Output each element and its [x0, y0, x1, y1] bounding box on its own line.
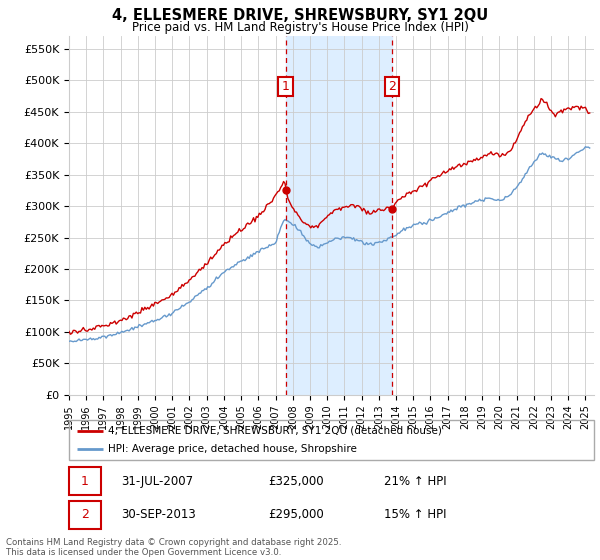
Text: Price paid vs. HM Land Registry's House Price Index (HPI): Price paid vs. HM Land Registry's House … — [131, 21, 469, 34]
Text: £325,000: £325,000 — [269, 475, 324, 488]
Text: 4, ELLESMERE DRIVE, SHREWSBURY, SY1 2QU: 4, ELLESMERE DRIVE, SHREWSBURY, SY1 2QU — [112, 8, 488, 24]
Bar — [286, 36, 392, 395]
Text: 4, ELLESMERE DRIVE, SHREWSBURY, SY1 2QU (detached house): 4, ELLESMERE DRIVE, SHREWSBURY, SY1 2QU … — [109, 426, 442, 436]
Text: 1: 1 — [81, 475, 89, 488]
Text: 21% ↑ HPI: 21% ↑ HPI — [384, 475, 446, 488]
Text: Contains HM Land Registry data © Crown copyright and database right 2025.
This d: Contains HM Land Registry data © Crown c… — [6, 538, 341, 557]
Text: 31-JUL-2007: 31-JUL-2007 — [121, 475, 194, 488]
Bar — [69, 468, 101, 495]
Text: HPI: Average price, detached house, Shropshire: HPI: Average price, detached house, Shro… — [109, 445, 357, 454]
Text: £295,000: £295,000 — [269, 508, 324, 521]
Text: 2: 2 — [81, 508, 89, 521]
Text: 15% ↑ HPI: 15% ↑ HPI — [384, 508, 446, 521]
Text: 30-SEP-2013: 30-SEP-2013 — [121, 508, 196, 521]
Text: 2: 2 — [388, 80, 395, 93]
Bar — [69, 501, 101, 529]
Text: 1: 1 — [281, 80, 289, 93]
